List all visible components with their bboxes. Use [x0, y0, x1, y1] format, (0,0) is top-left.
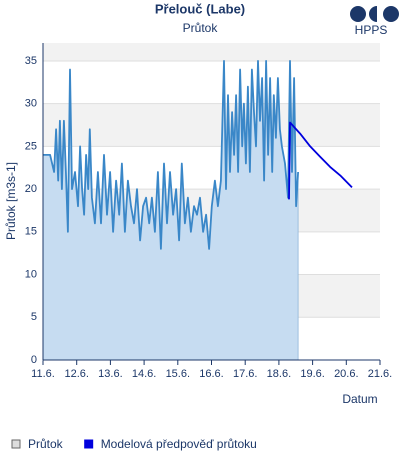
y-axis-label: Průtok [m3s-1] — [4, 162, 18, 240]
y-tick-label: 30 — [25, 98, 37, 110]
logo: HPPS — [350, 6, 399, 37]
y-tick-label: 10 — [25, 268, 37, 280]
x-tick-label: 12.6. — [64, 368, 88, 380]
x-tick-label: 18.6. — [267, 368, 291, 380]
x-tick-label: 21.6. — [368, 368, 392, 380]
logo-text: HPPS — [355, 23, 388, 37]
logo-circle — [350, 6, 366, 22]
y-tick-label: 25 — [25, 140, 37, 152]
grid-band — [43, 103, 380, 147]
grid-band — [43, 43, 380, 61]
x-tick-label: 17.6. — [233, 368, 257, 380]
line — [288, 121, 353, 200]
y-tick-label: 15 — [25, 226, 37, 238]
x-tick-label: 16.6. — [199, 368, 223, 380]
legend-label: Modelová předpověď průtoku — [101, 437, 257, 451]
y-tick-label: 20 — [25, 183, 37, 195]
x-tick-label: 19.6. — [300, 368, 324, 380]
x-tick-label: 14.6. — [132, 368, 156, 380]
chart-title: Přelouč (Labe) — [155, 1, 245, 16]
y-tick-label: 35 — [25, 55, 37, 67]
x-axis-label: Datum — [342, 392, 377, 406]
y-tick-label: 0 — [31, 354, 37, 366]
line — [43, 60, 299, 250]
x-tick-label: 13.6. — [98, 368, 122, 380]
x-tick-label: 11.6. — [31, 368, 55, 380]
x-tick-label: 15.6. — [166, 368, 190, 380]
legend-marker — [84, 439, 94, 449]
legend-label: Průtok — [28, 437, 64, 451]
logo-circle — [383, 6, 399, 22]
logo-circle — [369, 6, 377, 22]
x-tick-label: 20.6. — [334, 368, 358, 380]
y-tick-label: 5 — [31, 311, 37, 323]
legend-marker — [11, 439, 21, 449]
chart-subtitle: Průtok — [183, 21, 219, 35]
